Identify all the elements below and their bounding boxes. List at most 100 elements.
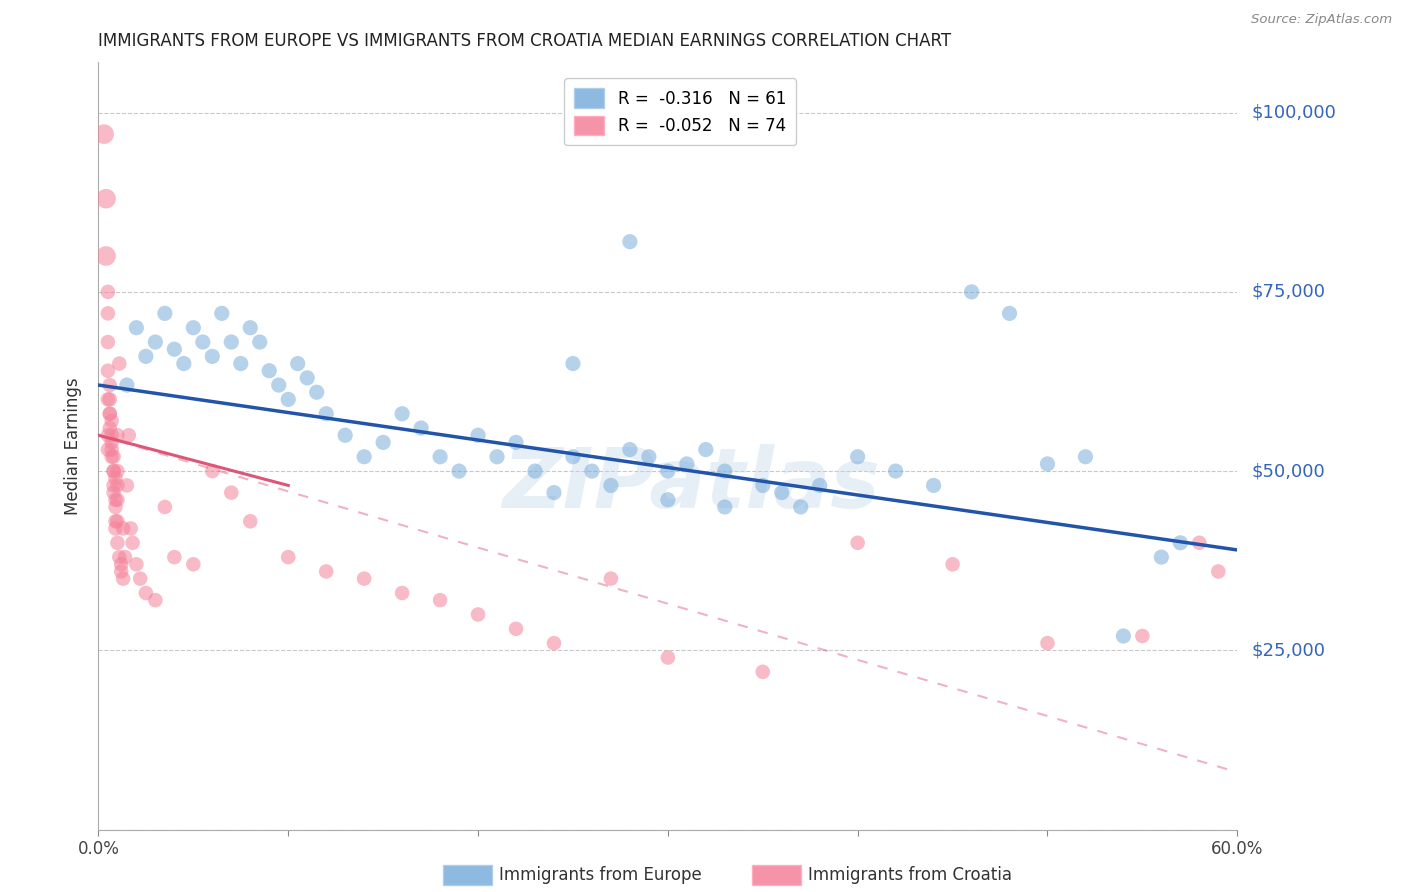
- Point: [229, 357, 252, 371]
- Point: [100, 414, 122, 428]
- Point: [191, 334, 214, 349]
- Point: [581, 464, 603, 478]
- Point: [104, 514, 127, 528]
- Point: [922, 478, 945, 492]
- Point: [163, 550, 186, 565]
- Point: [297, 371, 319, 385]
- Point: [112, 572, 135, 586]
- Point: [960, 285, 983, 299]
- Point: [221, 485, 243, 500]
- Text: Immigrants from Croatia: Immigrants from Croatia: [808, 866, 1012, 884]
- Point: [695, 442, 717, 457]
- Point: [97, 428, 120, 442]
- Point: [1074, 450, 1097, 464]
- Point: [98, 421, 121, 435]
- Point: [335, 428, 357, 442]
- Point: [277, 550, 299, 565]
- Point: [267, 378, 290, 392]
- Point: [125, 558, 148, 572]
- Point: [93, 127, 115, 141]
- Point: [543, 636, 565, 650]
- Point: [183, 320, 205, 334]
- Point: [103, 485, 125, 500]
- Point: [110, 565, 132, 579]
- Point: [353, 572, 375, 586]
- Point: [884, 464, 907, 478]
- Point: [562, 450, 585, 464]
- Y-axis label: Median Earnings: Median Earnings: [65, 377, 83, 515]
- Text: $25,000: $25,000: [1251, 641, 1326, 659]
- Point: [287, 357, 309, 371]
- Point: [107, 478, 129, 492]
- Point: [600, 572, 623, 586]
- Point: [305, 385, 328, 400]
- Point: [118, 428, 141, 442]
- Point: [98, 378, 121, 392]
- Point: [98, 407, 121, 421]
- Point: [173, 357, 195, 371]
- Point: [145, 593, 167, 607]
- Point: [110, 558, 132, 572]
- Point: [391, 586, 413, 600]
- Point: [619, 442, 641, 457]
- Point: [135, 350, 157, 364]
- Point: [657, 464, 679, 478]
- Point: [714, 464, 737, 478]
- Text: $50,000: $50,000: [1251, 462, 1324, 480]
- Point: [100, 428, 122, 442]
- Point: [846, 450, 869, 464]
- Point: [467, 428, 489, 442]
- Point: [676, 457, 699, 471]
- Point: [107, 464, 129, 478]
- Point: [277, 392, 299, 407]
- Point: [429, 593, 451, 607]
- Point: [129, 572, 152, 586]
- Point: [752, 478, 775, 492]
- Point: [97, 285, 120, 299]
- Legend: R =  -0.316   N = 61, R =  -0.052   N = 74: R = -0.316 N = 61, R = -0.052 N = 74: [564, 78, 796, 145]
- Point: [97, 364, 120, 378]
- Point: [846, 536, 869, 550]
- Point: [201, 464, 224, 478]
- Point: [120, 521, 142, 535]
- Point: [657, 650, 679, 665]
- Point: [107, 428, 129, 442]
- Point: [942, 558, 965, 572]
- Point: [221, 334, 243, 349]
- Point: [107, 536, 129, 550]
- Text: ZIPatlas: ZIPatlas: [502, 444, 880, 524]
- Point: [1170, 536, 1192, 550]
- Point: [790, 500, 813, 514]
- Point: [429, 450, 451, 464]
- Point: [371, 435, 394, 450]
- Point: [353, 450, 375, 464]
- Point: [112, 521, 135, 535]
- Point: [103, 478, 125, 492]
- Point: [108, 357, 131, 371]
- Text: $100,000: $100,000: [1251, 103, 1336, 121]
- Point: [315, 407, 337, 421]
- Point: [135, 586, 157, 600]
- Point: [714, 500, 737, 514]
- Point: [543, 485, 565, 500]
- Point: [1188, 536, 1211, 550]
- Point: [104, 471, 127, 485]
- Point: [1036, 457, 1059, 471]
- Text: Immigrants from Europe: Immigrants from Europe: [499, 866, 702, 884]
- Point: [619, 235, 641, 249]
- Point: [486, 450, 509, 464]
- Point: [411, 421, 433, 435]
- Point: [100, 435, 122, 450]
- Point: [98, 392, 121, 407]
- Text: Source: ZipAtlas.com: Source: ZipAtlas.com: [1251, 13, 1392, 27]
- Point: [315, 565, 337, 579]
- Point: [107, 514, 129, 528]
- Point: [505, 622, 527, 636]
- Point: [103, 464, 125, 478]
- Point: [94, 192, 117, 206]
- Point: [100, 450, 122, 464]
- Point: [108, 550, 131, 565]
- Text: IMMIGRANTS FROM EUROPE VS IMMIGRANTS FROM CROATIA MEDIAN EARNINGS CORRELATION CH: IMMIGRANTS FROM EUROPE VS IMMIGRANTS FRO…: [98, 32, 952, 50]
- Point: [94, 249, 117, 263]
- Point: [638, 450, 661, 464]
